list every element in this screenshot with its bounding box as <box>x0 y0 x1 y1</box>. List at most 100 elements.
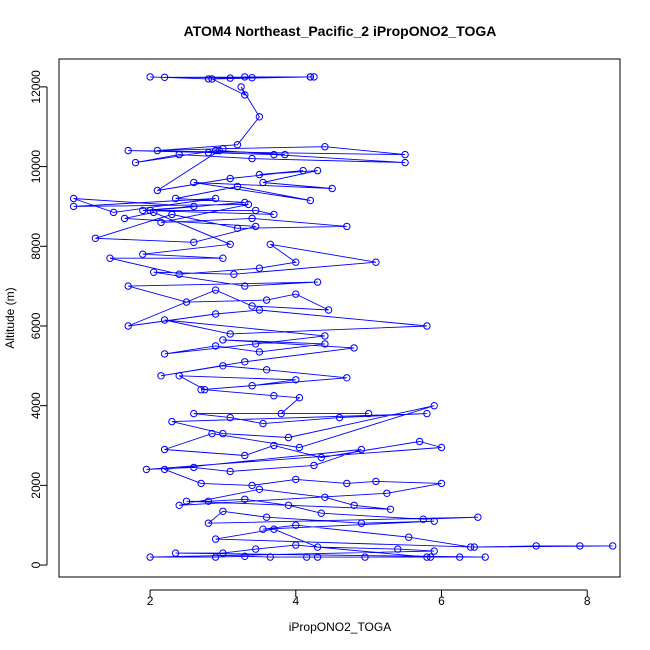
data-point <box>175 372 183 380</box>
data-point <box>175 501 183 509</box>
data-point <box>160 73 169 82</box>
data-point <box>466 543 475 551</box>
y-tick-label: 2000 <box>29 472 43 499</box>
data-point <box>383 489 391 497</box>
data-point <box>470 543 478 551</box>
data-point <box>255 485 264 493</box>
data-point <box>168 417 176 426</box>
data-point <box>270 441 278 450</box>
data-point <box>357 519 366 527</box>
data-point <box>335 413 344 422</box>
x-tick-label: 6 <box>438 594 445 608</box>
data-point <box>303 553 311 561</box>
data-point <box>270 392 278 400</box>
data-point <box>430 547 438 555</box>
data-point <box>226 330 234 338</box>
data-point <box>109 208 118 217</box>
data-point <box>284 501 293 509</box>
data-point <box>142 465 151 474</box>
data-point <box>321 493 329 501</box>
data-point <box>259 178 267 187</box>
data-point <box>313 166 322 175</box>
x-axis-label: iPropONO2_TOGA <box>289 620 391 634</box>
data-point <box>131 158 140 167</box>
data-point <box>576 542 584 550</box>
data-point <box>313 278 322 286</box>
data-point <box>69 202 78 211</box>
data-point <box>157 372 165 380</box>
data-point <box>241 91 249 99</box>
data-point <box>146 73 154 81</box>
data-point <box>430 517 438 525</box>
data-point <box>139 250 147 258</box>
data-point <box>426 553 435 561</box>
data-point <box>146 553 154 561</box>
data-point <box>343 479 351 488</box>
data-point <box>182 497 191 505</box>
data-point <box>361 553 369 561</box>
data-point <box>394 545 402 553</box>
data-point <box>401 150 409 159</box>
series-layer <box>69 73 617 561</box>
data-point <box>310 73 318 81</box>
data-point <box>241 73 249 81</box>
data-point <box>270 210 278 219</box>
data-point <box>372 477 380 486</box>
data-point <box>313 543 322 551</box>
data-point <box>208 75 216 83</box>
data-point <box>91 234 100 243</box>
data-point <box>208 429 216 438</box>
data-point <box>350 501 358 509</box>
data-point <box>120 214 129 223</box>
data-point <box>328 184 336 193</box>
data-point <box>252 340 260 348</box>
y-tick-label: 0 <box>29 561 43 568</box>
x-tick-label: 2 <box>147 594 154 608</box>
data-point <box>292 258 300 266</box>
data-point <box>211 342 220 350</box>
data-point <box>343 222 351 231</box>
data-point <box>241 495 249 503</box>
data-point <box>317 453 325 462</box>
data-point <box>259 525 267 533</box>
y-tick-label: 8000 <box>29 233 43 260</box>
data-point <box>233 224 242 233</box>
data-point <box>190 409 198 418</box>
data-point <box>292 541 300 549</box>
data-point <box>160 350 169 358</box>
data-point <box>415 437 424 446</box>
data-point <box>160 465 169 474</box>
data-point <box>532 542 540 550</box>
x-axis: 2 4 6 8 <box>147 589 591 608</box>
data-point <box>171 194 180 203</box>
plot-frame <box>58 58 621 578</box>
data-point <box>321 332 329 340</box>
data-point <box>241 358 249 366</box>
data-point <box>252 545 260 553</box>
data-point <box>306 73 315 81</box>
data-point <box>69 194 78 203</box>
data-point <box>259 419 267 428</box>
data-point <box>481 553 489 561</box>
data-point <box>248 481 256 490</box>
data-point <box>157 218 165 227</box>
data-point <box>321 340 329 348</box>
data-point <box>226 174 234 183</box>
data-point <box>241 198 249 207</box>
data-point <box>423 322 431 330</box>
data-point <box>277 409 285 418</box>
data-point <box>456 553 464 561</box>
data-point <box>219 429 227 438</box>
data-point <box>160 445 169 454</box>
data-point <box>190 463 198 472</box>
data-point <box>197 479 205 488</box>
data-point <box>248 302 256 310</box>
data-point <box>255 306 264 314</box>
data-point <box>295 394 304 402</box>
data-point <box>306 196 315 205</box>
data-point <box>204 148 213 157</box>
data-point <box>241 282 249 290</box>
data-point <box>211 553 220 561</box>
data-point <box>423 553 431 561</box>
data-point <box>201 386 209 394</box>
